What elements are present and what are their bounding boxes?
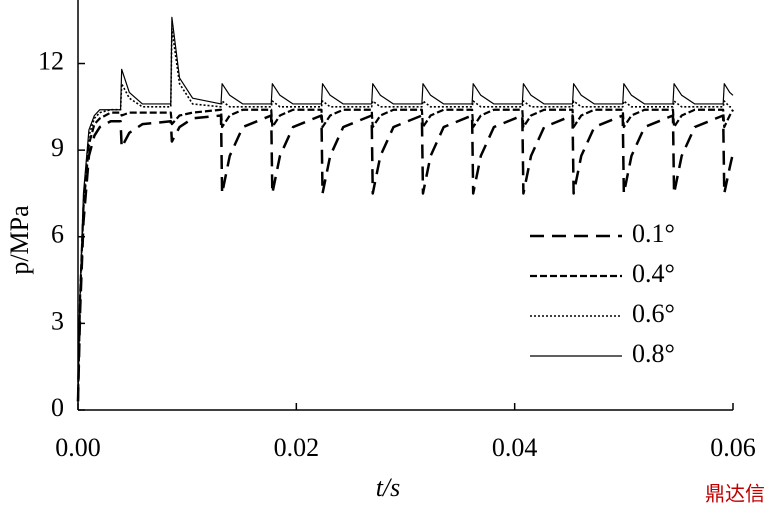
x-tick-label: 0.02 [274,433,320,462]
legend-label: 0.4° [632,259,675,288]
watermark: 鼎达信 [705,482,765,506]
series-line [77,16,734,402]
x-tick-label: 0.00 [55,433,101,462]
x-tick-label: 0.06 [710,433,756,462]
x-axis-label: t/s [376,473,401,502]
legend-label: 0.8° [632,339,675,368]
y-tick-label: 3 [51,306,64,335]
series-line [76,114,735,402]
y-axis-label: p/MPa [5,205,34,275]
y-tick-label: 12 [38,46,64,75]
legend-label: 0.1° [632,219,675,248]
series-line [77,28,733,402]
legend-label: 0.6° [632,299,675,328]
y-tick-label: 0 [51,393,64,422]
x-tick-label: 0.04 [492,433,538,462]
y-tick-label: 9 [51,133,64,162]
y-tick-label: 6 [51,220,64,249]
